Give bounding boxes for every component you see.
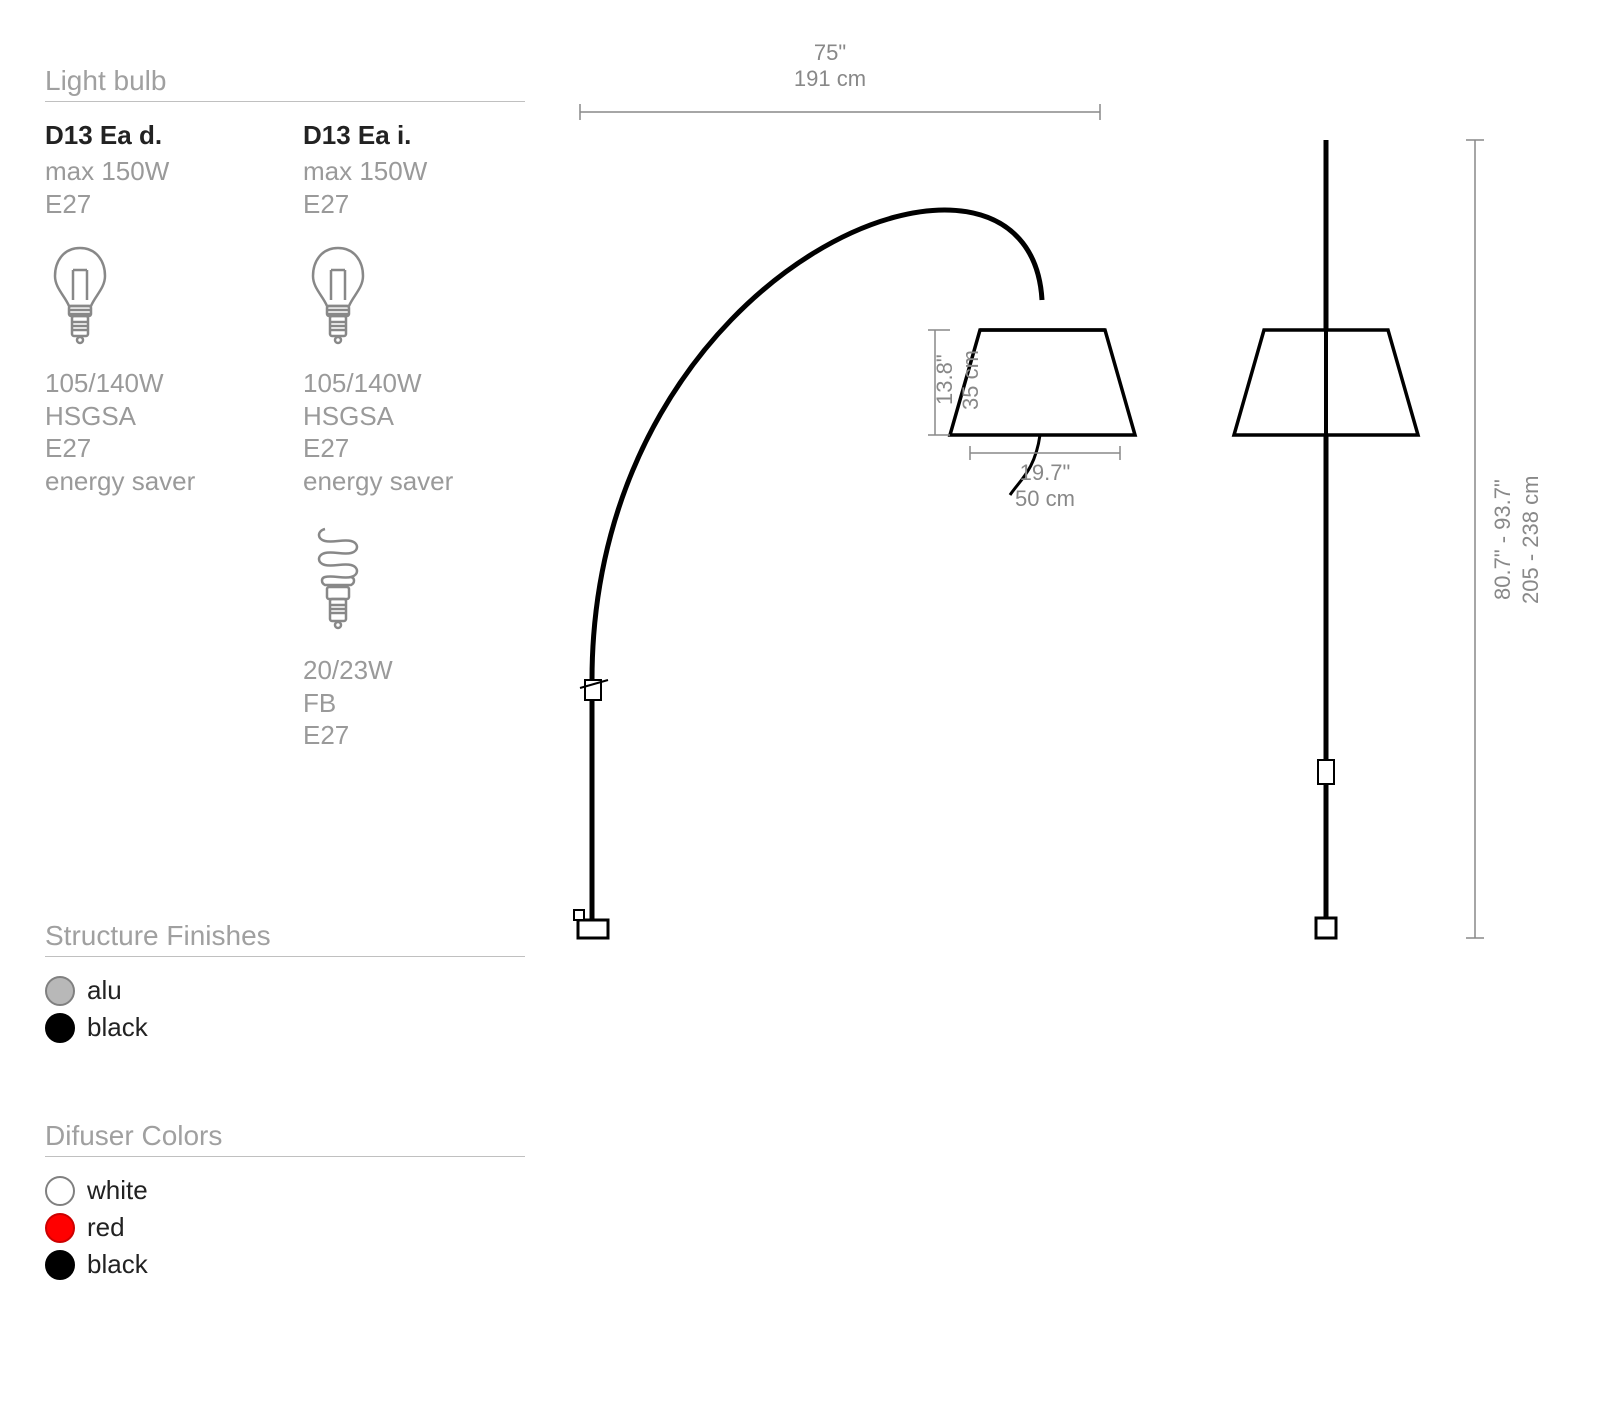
halogen-note-2: energy saver <box>303 465 513 498</box>
halogen-socket-1: E27 <box>45 432 255 465</box>
halogen-bulb-icon <box>303 240 513 355</box>
swatch-label: alu <box>87 975 122 1006</box>
halogen-w-1: 105/140W <box>45 367 255 400</box>
technical-diagram: 75" 191 cm 13.8" 35 cm 19.7" 50 cm 80.7"… <box>560 40 1560 980</box>
dim-height-in: 80.7" - 93.7" <box>1490 240 1516 840</box>
dim-shade-h-cm: 35 cm <box>958 320 984 440</box>
cfl-socket: E27 <box>303 719 513 752</box>
lightbulb-section: Light bulb D13 Ea d. max 150W E27 <box>45 65 525 752</box>
swatch-row: white <box>45 1175 525 1206</box>
diffuser-list: white red black <box>45 1175 525 1280</box>
finishes-list: alu black <box>45 975 525 1043</box>
socket-1: E27 <box>45 188 255 221</box>
halogen-type-1: HSGSA <box>45 400 255 433</box>
model-2: D13 Ea i. <box>303 120 513 151</box>
diffuser-section: Difuser Colors white red black <box>45 1120 525 1286</box>
diffuser-title: Difuser Colors <box>45 1120 525 1157</box>
swatch-label: black <box>87 1249 148 1280</box>
dim-shade-w-in: 19.7" <box>970 460 1120 486</box>
swatch-row: black <box>45 1012 525 1043</box>
cfl-type: FB <box>303 687 513 720</box>
finishes-section: Structure Finishes alu black <box>45 920 525 1049</box>
dim-shade-h-in: 13.8" <box>932 320 958 440</box>
swatch-row: alu <box>45 975 525 1006</box>
finishes-title: Structure Finishes <box>45 920 525 957</box>
dim-width-in: 75" <box>560 40 1100 66</box>
dim-width: 75" 191 cm <box>560 40 1100 93</box>
color-swatch-icon <box>45 1250 75 1280</box>
color-swatch-icon <box>45 1213 75 1243</box>
halogen-note-1: energy saver <box>45 465 255 498</box>
dim-height-cm: 205 - 238 cm <box>1518 240 1544 840</box>
swatch-row: red <box>45 1212 525 1243</box>
max-1: max 150W <box>45 155 255 188</box>
color-swatch-icon <box>45 1013 75 1043</box>
dim-width-cm: 191 cm <box>560 66 1100 92</box>
color-swatch-icon <box>45 976 75 1006</box>
halogen-type-2: HSGSA <box>303 400 513 433</box>
cfl-bulb-icon <box>303 517 513 642</box>
swatch-label: black <box>87 1012 148 1043</box>
halogen-socket-2: E27 <box>303 432 513 465</box>
lightbulb-title: Light bulb <box>45 65 525 102</box>
model-1: D13 Ea d. <box>45 120 255 151</box>
color-swatch-icon <box>45 1176 75 1206</box>
cfl-w: 20/23W <box>303 654 513 687</box>
bulb-col-2: D13 Ea i. max 150W E27 <box>303 120 513 752</box>
swatch-label: white <box>87 1175 148 1206</box>
dim-shade-w-cm: 50 cm <box>970 486 1120 512</box>
max-2: max 150W <box>303 155 513 188</box>
swatch-label: red <box>87 1212 125 1243</box>
socket-2: E27 <box>303 188 513 221</box>
halogen-w-2: 105/140W <box>303 367 513 400</box>
bulb-col-1: D13 Ea d. max 150W E27 <box>45 120 255 752</box>
halogen-bulb-icon <box>45 240 255 355</box>
swatch-row: black <box>45 1249 525 1280</box>
dim-shade-w: 19.7" 50 cm <box>970 460 1120 513</box>
bulb-columns: D13 Ea d. max 150W E27 <box>45 120 525 752</box>
